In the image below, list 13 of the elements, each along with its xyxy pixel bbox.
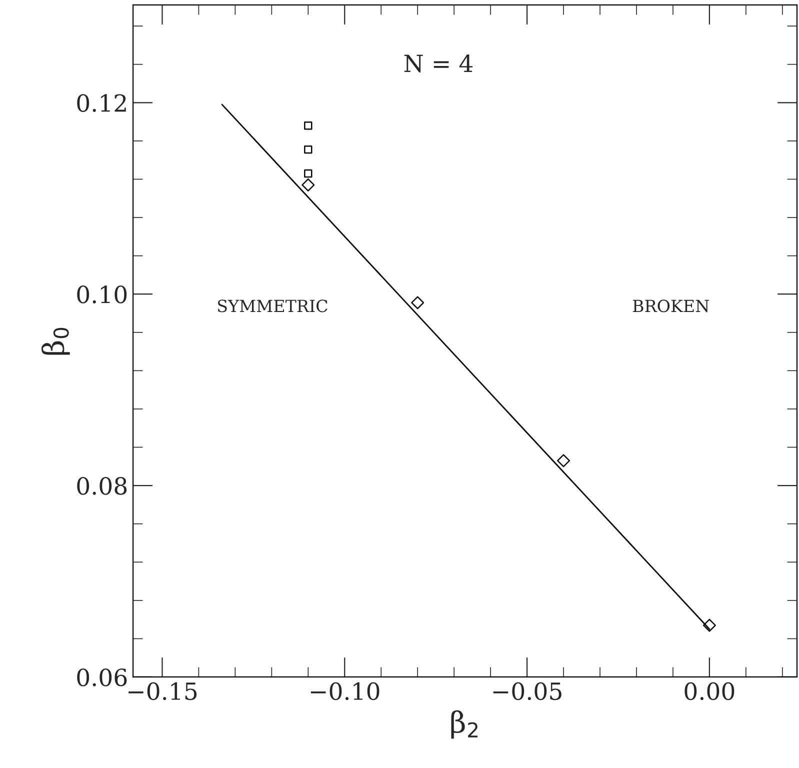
y-tick-label: 0.06 (77, 668, 127, 686)
annotation: N = 4 (404, 54, 473, 72)
annotation: SYMMETRIC (218, 300, 328, 312)
x-tick-label: −0.10 (310, 682, 380, 700)
y-tick-label: 0.08 (77, 476, 127, 495)
x-tick-label: −0.05 (493, 682, 562, 700)
x-tick-label: 0.00 (684, 682, 734, 700)
y-axis-title: β$_{0}$ (41, 328, 70, 355)
x-axis-title: β$_{2}$ (451, 710, 478, 739)
y-tick-label: 0.10 (77, 286, 127, 304)
y-tick-label: 0.12 (77, 94, 126, 112)
annotation: BROKEN (632, 300, 709, 312)
x-tick-label: −0.15 (128, 682, 197, 700)
